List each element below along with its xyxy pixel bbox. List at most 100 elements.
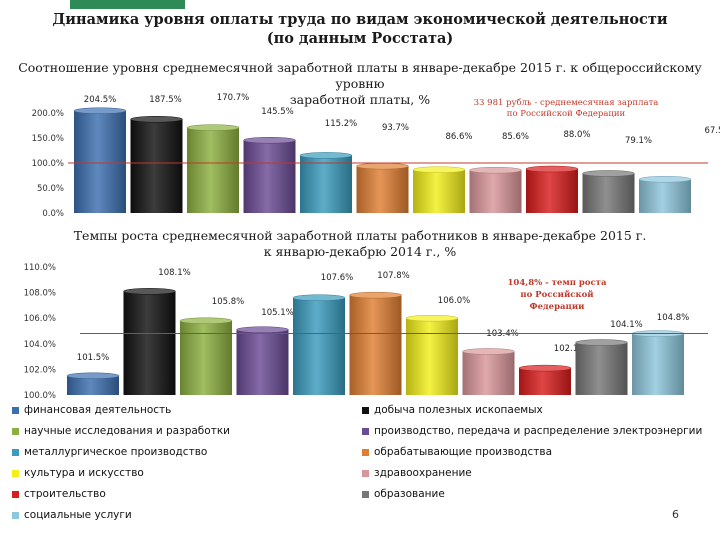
bar xyxy=(413,169,465,213)
chart1-title-line1: Соотношение уровня среднемесячной зарабо… xyxy=(18,60,702,91)
bar-cap xyxy=(292,294,346,301)
y-tick-label: 102.0% xyxy=(24,365,56,375)
legend-swatch xyxy=(12,406,19,414)
bar xyxy=(582,173,635,213)
bar-cap xyxy=(299,152,353,159)
y-tick-label: 106.0% xyxy=(24,314,56,324)
bar xyxy=(632,333,684,395)
bar-cap xyxy=(73,107,127,114)
legend-item: обрабатывающие производства xyxy=(362,446,552,458)
chart2-title: Темпы роста среднемесячной заработной пл… xyxy=(60,228,660,260)
chart1-title: Соотношение уровня среднемесячной зарабо… xyxy=(0,60,720,108)
bar-cap xyxy=(130,116,183,123)
legend-label: металлургическое производство xyxy=(24,446,208,458)
data-label: 101.5% xyxy=(77,353,109,363)
y-tick-label: 108.0% xyxy=(24,289,56,299)
y-tick-label: 0.0% xyxy=(42,209,64,219)
page-title-line2: (по данным Росстата) xyxy=(266,30,454,47)
legend: финансовая деятельность добыча полезных и… xyxy=(0,400,720,530)
legend-item: производство, передача и распределение э… xyxy=(362,425,702,437)
legend-item: добыча полезных ископаемых xyxy=(362,404,543,416)
data-label: 79.1% xyxy=(625,136,652,146)
legend-label: здравоохранение xyxy=(374,467,472,479)
legend-item: финансовая деятельность xyxy=(12,404,171,416)
legend-swatch xyxy=(12,448,19,456)
y-tick-label: 100.0% xyxy=(32,159,64,169)
legend-swatch xyxy=(12,490,19,498)
bar xyxy=(67,375,119,395)
legend-swatch xyxy=(12,469,19,477)
data-label: 105.8% xyxy=(212,297,244,307)
accent-bar xyxy=(70,0,185,9)
legend-swatch xyxy=(362,448,369,456)
bar xyxy=(462,351,515,395)
bar-cap xyxy=(469,166,522,174)
bar-cap xyxy=(582,170,635,177)
legend-label: культура и искусство xyxy=(24,467,144,479)
bar-cap xyxy=(356,162,409,170)
data-label: 115.2% xyxy=(325,119,357,129)
data-label: 85.6% xyxy=(502,132,529,142)
data-label: 104.1% xyxy=(610,320,642,330)
data-label: 187.5% xyxy=(149,95,181,105)
bar-cap xyxy=(525,165,579,173)
bar-cap xyxy=(186,124,240,131)
legend-swatch xyxy=(12,427,19,435)
annotation-text: 33 981 рубль - среднемесячная зарплата xyxy=(474,97,659,108)
bar xyxy=(236,329,289,395)
data-label: 67.5% xyxy=(704,126,720,136)
bar xyxy=(300,155,352,213)
legend-item: культура и искусство xyxy=(12,467,144,479)
data-label: 102.1% xyxy=(554,344,586,354)
bar xyxy=(243,140,296,213)
y-tick-label: 100.0% xyxy=(24,391,56,400)
bar-cap xyxy=(349,291,402,299)
bar xyxy=(406,318,458,395)
bar xyxy=(180,320,232,395)
y-tick-label: 110.0% xyxy=(24,263,56,273)
legend-item: здравоохранение xyxy=(362,467,472,479)
legend-label: социальные услуги xyxy=(24,509,132,521)
page-number: 6 xyxy=(672,508,679,521)
data-label: 93.7% xyxy=(382,123,409,133)
data-label: 107.8% xyxy=(377,271,409,281)
bar-cap xyxy=(243,137,296,144)
bar-cap xyxy=(638,176,692,183)
legend-label: производство, передача и распределение э… xyxy=(374,425,703,437)
bar xyxy=(293,297,345,395)
legend-item: образование xyxy=(362,488,445,500)
annotation-text: 104,8% - темп роста xyxy=(508,278,607,288)
bar-cap xyxy=(66,372,120,380)
legend-swatch xyxy=(362,469,369,477)
data-label: 106.0% xyxy=(438,296,470,306)
bar xyxy=(74,110,126,213)
bar xyxy=(469,170,522,213)
bar xyxy=(187,127,239,213)
y-tick-label: 150.0% xyxy=(32,134,64,144)
legend-item: металлургическое производство xyxy=(12,446,207,458)
bar-cap xyxy=(405,314,459,322)
bar xyxy=(519,368,571,395)
bar-cap xyxy=(462,348,515,355)
legend-swatch xyxy=(12,511,19,519)
bar xyxy=(130,119,183,213)
bar xyxy=(526,169,578,213)
legend-label: финансовая деятельность xyxy=(24,404,172,416)
legend-swatch xyxy=(362,406,369,414)
legend-item: строительство xyxy=(12,488,106,500)
bar-cap xyxy=(412,166,466,173)
annotation-text: Федерации xyxy=(530,302,586,312)
legend-label: добыча полезных ископаемых xyxy=(374,404,543,416)
data-label: 107.6% xyxy=(321,273,353,283)
bar xyxy=(639,179,691,213)
chart2-title-line1: Темпы роста среднемесячной заработной пл… xyxy=(73,228,647,243)
y-tick-label: 200.0% xyxy=(32,109,64,119)
data-label: 204.5% xyxy=(84,95,116,105)
data-label: 86.6% xyxy=(445,132,472,142)
annotation-text: по Российской Федерации xyxy=(507,109,626,119)
data-label: 104.8% xyxy=(657,313,689,323)
annotation-text: по Российской xyxy=(520,289,594,300)
page-title-line1: Динамика уровня оплаты труда по видам эк… xyxy=(52,11,668,28)
salary-growth-chart: 100.0% 102.0% 104.0% 106.0% 108.0% 110.0% 101.… xyxy=(24,263,708,400)
data-label: 88.0% xyxy=(563,130,590,140)
